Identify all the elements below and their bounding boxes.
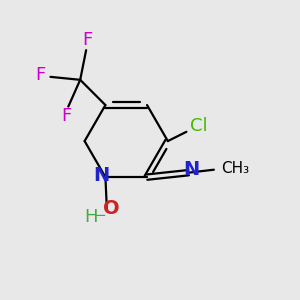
Text: O: O [103, 200, 119, 218]
Text: H: H [84, 208, 97, 226]
Text: N: N [184, 160, 200, 179]
Text: F: F [82, 31, 93, 49]
Text: −: − [93, 208, 106, 223]
Text: F: F [62, 107, 72, 125]
Text: Cl: Cl [190, 117, 207, 135]
Text: N: N [93, 166, 110, 185]
Text: F: F [35, 66, 46, 84]
Text: CH₃: CH₃ [221, 161, 250, 176]
